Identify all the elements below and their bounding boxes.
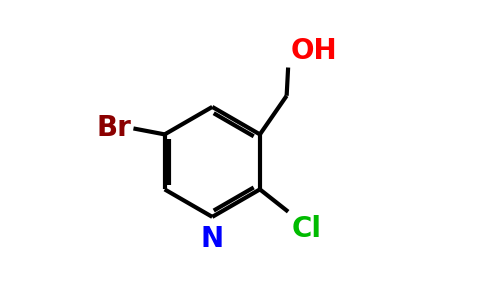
Text: N: N <box>200 225 223 253</box>
Text: Cl: Cl <box>292 215 322 243</box>
Text: OH: OH <box>291 37 338 64</box>
Text: Br: Br <box>96 115 131 142</box>
